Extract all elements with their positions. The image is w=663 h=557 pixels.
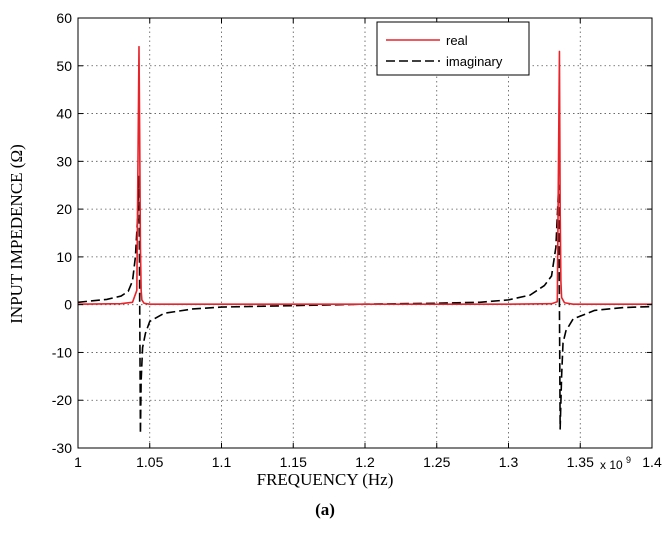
- y-tick-label: 50: [56, 58, 72, 74]
- x-tick-label: 1.3: [499, 454, 519, 470]
- x-axis-title: FREQUENCY (Hz): [257, 470, 394, 489]
- legend-label-imaginary: imaginary: [446, 54, 503, 69]
- y-axis-title: INPUT IMPEDENCE (Ω): [7, 144, 26, 323]
- series-layer: [77, 45, 653, 435]
- x-multiplier-base: x 10: [600, 458, 623, 472]
- x-tick-label: 1.15: [280, 454, 307, 470]
- series-line-imaginary: [77, 174, 653, 435]
- y-tick-label: 0: [64, 297, 72, 313]
- legend-box: [376, 21, 530, 76]
- y-tick-label: -30: [52, 440, 72, 456]
- x-tick-label: 1.2: [355, 454, 375, 470]
- x-tick-label: 1: [74, 454, 82, 470]
- legend: real imaginary: [376, 21, 530, 76]
- x-multiplier-exponent: 9: [626, 455, 631, 465]
- figure-caption: (a): [315, 500, 335, 519]
- series-line-real: [77, 45, 652, 305]
- x-tick-label: 1.05: [136, 454, 163, 470]
- y-tick-label: 30: [56, 153, 72, 169]
- y-tick-label: -20: [52, 392, 72, 408]
- x-tick-labels: 1 1.05 1.1 1.15 1.2 1.25 1.3 1.35 1.4: [74, 454, 662, 470]
- x-multiplier: x 10 9: [600, 455, 631, 472]
- y-tick-label: -10: [52, 344, 72, 360]
- y-tick-label: 40: [56, 106, 72, 122]
- legend-label-real: real: [446, 33, 468, 48]
- x-tick-label: 1.25: [423, 454, 450, 470]
- y-tick-label: 10: [56, 249, 72, 265]
- y-tick-labels: 60 50 40 30 20 10 0 -10 -20 -30: [52, 10, 72, 456]
- x-tick-label: 1.1: [212, 454, 232, 470]
- x-tick-label: 1.35: [567, 454, 594, 470]
- y-tick-label: 20: [56, 201, 72, 217]
- x-tick-label: 1.4: [642, 454, 662, 470]
- y-tick-label: 60: [56, 10, 72, 26]
